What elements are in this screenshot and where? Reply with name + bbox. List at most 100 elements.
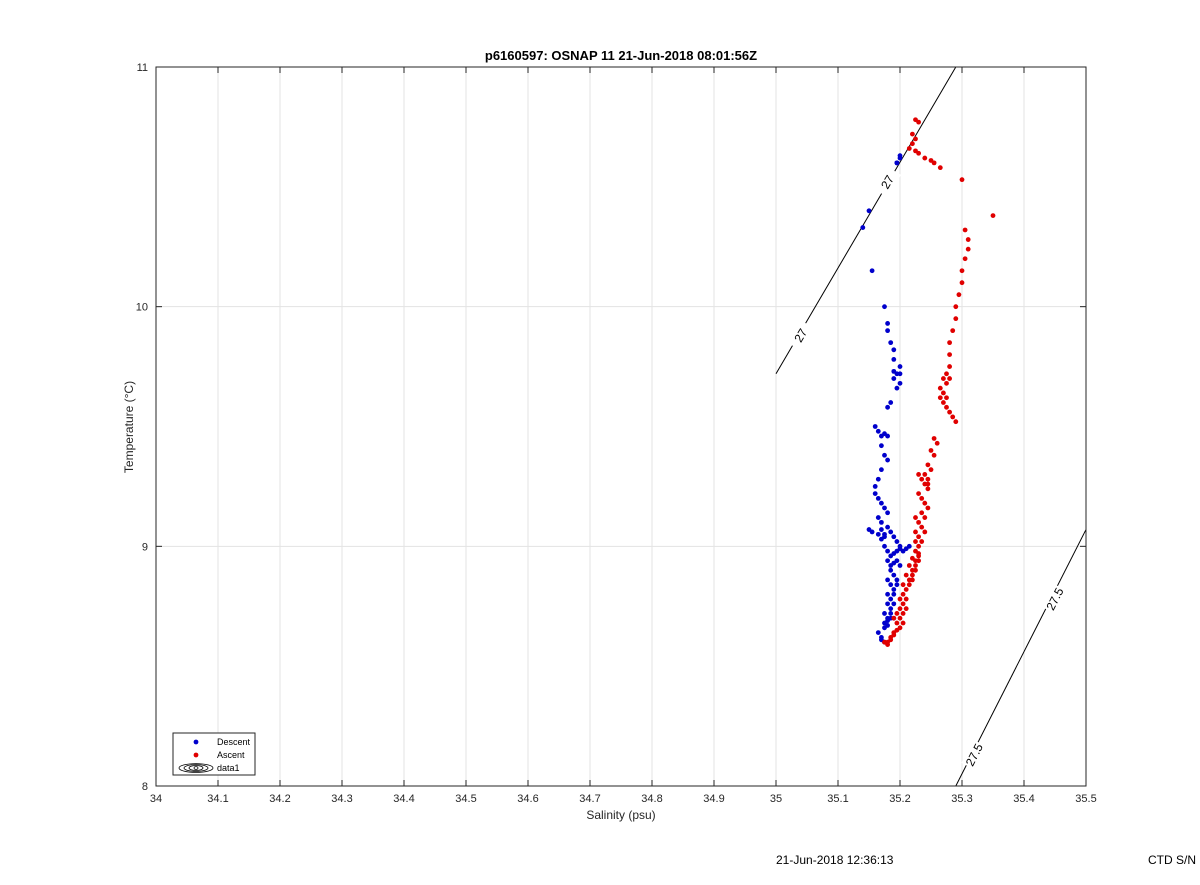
descent-point <box>888 582 894 588</box>
descent-point <box>897 380 903 386</box>
ascent-point <box>953 316 959 322</box>
descent-point <box>872 424 878 429</box>
ascent-point <box>916 534 921 540</box>
ascent-point <box>916 553 921 559</box>
descent-point <box>860 225 866 230</box>
contour-label-bg <box>961 739 988 771</box>
descent-point <box>891 587 897 592</box>
descent-point <box>888 611 894 616</box>
ascent-point <box>937 385 943 391</box>
x-tick-label: 34.6 <box>517 793 538 805</box>
descent-point <box>879 527 884 532</box>
legend-label-data1: data1 <box>217 763 240 773</box>
ascent-point <box>900 601 906 607</box>
ascent-point <box>928 448 934 453</box>
ascent-point <box>913 567 918 573</box>
descent-point <box>869 268 875 274</box>
descent-point <box>882 611 887 616</box>
plot-frame <box>155 66 1087 787</box>
ascent-point <box>950 328 956 334</box>
ascent-point <box>959 177 965 183</box>
y-axis: 8 9 10 11 <box>136 62 1086 793</box>
ascent-point <box>941 376 946 381</box>
descent-point <box>897 364 903 369</box>
descent-point <box>869 529 875 535</box>
contour-icon-ring <box>188 765 204 771</box>
ascent-point <box>941 400 946 405</box>
ascent-point <box>990 213 996 218</box>
x-tick-label: 35.4 <box>1013 793 1034 805</box>
ascent-point <box>944 380 949 386</box>
ascent-point <box>916 558 921 564</box>
descent-point <box>885 404 890 410</box>
ascent-point <box>916 472 921 477</box>
ascent-point <box>922 500 928 506</box>
descent-point <box>888 596 894 602</box>
descent-point <box>894 577 900 583</box>
ascent-point <box>941 390 946 396</box>
ascent-point <box>916 119 921 125</box>
plot-background <box>156 67 1086 786</box>
contour-label: 27 <box>878 172 897 191</box>
descent-point <box>888 340 894 346</box>
ascent-point <box>906 582 912 588</box>
ascent-point <box>906 563 912 568</box>
descent-point <box>885 591 890 597</box>
ascent-point <box>937 395 943 401</box>
y-tick-label: 9 <box>142 541 148 553</box>
legend-label-descent: Descent <box>217 737 251 747</box>
contour-label-bg <box>874 166 902 198</box>
descent-point <box>891 534 897 540</box>
descent-point <box>894 160 900 166</box>
descent-point <box>885 457 890 463</box>
density-contour-line <box>775 66 957 375</box>
descent-point <box>885 601 890 607</box>
ascent-point <box>916 519 921 525</box>
ascent-point <box>944 404 949 410</box>
descent-point <box>897 371 903 377</box>
ascent-point <box>906 146 912 151</box>
descent-point <box>894 539 900 544</box>
descent-point <box>882 304 887 310</box>
descent-point <box>891 347 897 353</box>
ascent-point <box>913 136 918 142</box>
descent-point <box>885 433 890 439</box>
x-tick-label: 34.7 <box>579 793 600 805</box>
ascent-point <box>922 472 928 477</box>
descent-point <box>879 519 884 525</box>
data-series <box>860 117 996 647</box>
x-tick-label: 34.2 <box>269 793 290 805</box>
descent-point <box>888 400 894 405</box>
ascent-point <box>922 155 928 161</box>
ascent-series <box>882 117 996 647</box>
descent-point <box>891 376 897 381</box>
ascent-point <box>919 510 925 516</box>
x-tick-label: 35.2 <box>889 793 910 805</box>
chart-title: p6160597: OSNAP 11 21-Jun-2018 08:01:56Z <box>485 48 757 63</box>
descent-point <box>885 524 890 530</box>
ascent-point <box>900 582 906 588</box>
ascent-point <box>913 563 918 568</box>
ascent-point <box>891 632 897 638</box>
ascent-point <box>959 280 965 286</box>
contour-icon-ring <box>193 766 199 770</box>
descent-point <box>894 582 900 588</box>
descent-point <box>897 563 903 568</box>
descent-point <box>891 601 897 607</box>
ascent-point <box>885 642 890 647</box>
ascent-point <box>937 165 943 171</box>
ascent-point <box>913 515 918 520</box>
descent-point <box>885 510 890 516</box>
ascent-point <box>900 611 906 616</box>
ascent-point <box>900 620 906 626</box>
ascent-point <box>947 352 952 357</box>
ascent-point <box>947 364 952 369</box>
ascent-point <box>947 409 952 415</box>
descent-point <box>891 591 897 597</box>
ascent-point <box>919 524 925 530</box>
descent-point <box>891 572 897 578</box>
descent-point <box>872 484 878 489</box>
ascent-point <box>891 615 897 621</box>
ascent-point <box>888 637 894 643</box>
descent-point <box>872 491 878 497</box>
